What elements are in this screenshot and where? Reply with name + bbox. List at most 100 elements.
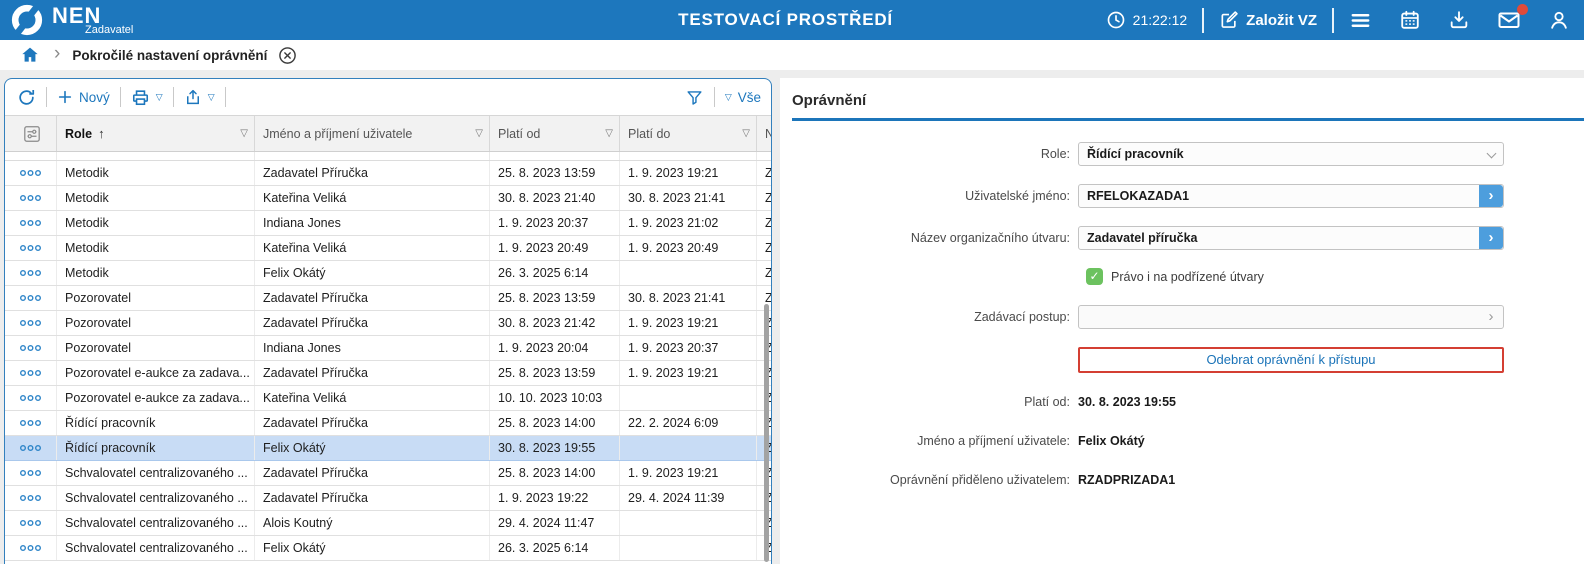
cell-name: Kateřina Veliká [255,386,490,410]
top-header-bar: NEN Zadavatel TESTOVACÍ PROSTŘEDÍ 21:22:… [0,0,1584,40]
cell-name: Kateřina Veliká [255,236,490,260]
export-button[interactable]: ▽ [184,88,215,106]
row-menu-icon[interactable] [5,511,57,535]
filter-button[interactable] [685,88,704,107]
row-menu-icon[interactable] [5,361,57,385]
cell-name: Alois Koutný [255,511,490,535]
table-row[interactable]: Pozorovatel Zadavatel Příručka 25. 8. 20… [5,286,771,311]
cell-role: Pozorovatel [57,286,255,310]
print-caret-icon[interactable]: ▽ [155,91,163,102]
cell-partial: Z [757,211,771,235]
sort-asc-icon: ↑ [98,126,105,141]
row-menu-icon[interactable] [5,386,57,410]
refresh-button[interactable] [17,88,36,107]
create-vz-button[interactable]: Založit VZ [1219,10,1317,30]
row-menu-icon[interactable] [5,261,57,285]
row-menu-icon[interactable] [5,411,57,435]
cell-valid-from: 25. 8. 2023 14:00 [490,461,620,485]
export-icon [186,89,199,105]
new-button-label: Nový [79,89,110,105]
filter-preset-dropdown[interactable]: ▽ Vše [725,90,761,105]
create-vz-label: Založit VZ [1246,11,1317,29]
cell-valid-from: 1. 9. 2023 19:22 [490,486,620,510]
cell-role: Pozorovatel [57,336,255,360]
table-row[interactable]: Metodik Kateřina Veliká 30. 8. 2023 21:4… [5,186,771,211]
row-menu-icon[interactable] [5,236,57,260]
row-menu-icon[interactable] [5,461,57,485]
username-lookup-button[interactable]: › [1479,185,1503,207]
org-unit-field[interactable]: Zadavatel příručka › [1078,226,1504,250]
table-row[interactable]: Schvalovatel centralizovaného ... Zadava… [5,461,771,486]
filter-triangle-icon[interactable]: ▽ [240,128,248,139]
table-row[interactable]: Metodik Indiana Jones 1. 9. 2023 20:37 1… [5,211,771,236]
column-header-valid-from[interactable]: Platí od ▽ [490,116,620,151]
permissions-grid-panel: Nový ▽ ▽ [4,78,772,564]
remove-permission-button[interactable]: Odebrat oprávnění k přístupu [1078,347,1504,373]
role-dropdown[interactable]: Řídící pracovník [1078,142,1504,166]
username-field[interactable]: RFELOKAZADA1 › [1078,184,1504,208]
row-menu-icon[interactable] [5,536,57,560]
cell-name: Zadavatel Příručka [255,311,490,335]
column-header-role[interactable]: Role ↑ ▽ [57,116,255,151]
column-header-label: Role [65,126,93,141]
subordinate-units-checkbox[interactable]: ✓ [1086,268,1103,285]
row-menu-icon[interactable] [5,436,57,460]
menu-icon[interactable] [1349,9,1372,32]
cell-role: Schvalovatel centralizovaného ... [57,536,255,560]
cell-role: Pozorovatel [57,311,255,335]
row-menu-icon[interactable] [5,286,57,310]
table-row[interactable]: Pozorovatel e-aukce za zadava... Zadavat… [5,361,771,386]
brand-name: NEN [52,2,102,28]
new-button[interactable]: Nový [57,89,110,105]
mail-button[interactable] [1497,4,1528,31]
cell-role: Metodik [57,161,255,185]
org-unit-lookup-button[interactable]: › [1479,227,1503,249]
row-menu-icon[interactable] [5,311,57,335]
export-caret-icon[interactable]: ▽ [207,91,215,102]
download-icon[interactable] [1448,9,1470,31]
row-menu-icon[interactable] [5,186,57,210]
procedure-field[interactable]: › [1078,305,1504,329]
close-tab-button[interactable] [278,46,297,65]
vertical-scrollbar[interactable] [764,304,769,562]
column-header-label: Platí do [628,126,671,141]
cell-valid-to: 30. 8. 2023 21:41 [620,186,757,210]
print-button[interactable]: ▽ [131,88,163,107]
table-row[interactable]: Metodik Kateřina Veliká 1. 9. 2023 20:49… [5,236,771,261]
column-settings-button[interactable] [5,116,57,151]
table-row[interactable]: Pozorovatel Zadavatel Příručka 30. 8. 20… [5,311,771,336]
filter-triangle-icon[interactable]: ▽ [605,128,613,139]
divider [172,87,174,107]
table-row[interactable]: Pozorovatel Indiana Jones 1. 9. 2023 20:… [5,336,771,361]
table-row[interactable]: Schvalovatel centralizovaného ... Felix … [5,536,771,561]
home-icon[interactable] [20,45,40,65]
filter-triangle-icon[interactable]: ▽ [475,128,483,139]
column-header-name[interactable]: Jméno a příjmení uživatele ▽ [255,116,490,151]
role-value: Řídící pracovník [1078,142,1504,166]
nen-logo[interactable]: NEN Zadavatel [0,3,133,37]
table-row[interactable]: Schvalovatel centralizovaného ... Zadava… [5,486,771,511]
table-row-selected[interactable]: Řídící pracovník Felix Okátý 30. 8. 2023… [5,436,771,461]
table-row[interactable]: Metodik Felix Okátý 26. 3. 2025 6:14 Z [5,261,771,286]
table-row[interactable]: Schvalovatel centralizovaného ... Alois … [5,511,771,536]
procedure-lookup-button[interactable]: › [1488,308,1494,325]
divider [713,87,715,107]
cell-name: Zadavatel Příručka [255,361,490,385]
row-menu-icon[interactable] [5,211,57,235]
table-row[interactable]: Řídící pracovník Zadavatel Příručka 25. … [5,411,771,436]
table-row[interactable]: Metodik Zadavatel Příručka 25. 8. 2023 1… [5,161,771,186]
column-header-valid-to[interactable]: Platí do ▽ [620,116,757,151]
row-menu-icon[interactable] [5,486,57,510]
cell-role: Pozorovatel e-aukce za zadava... [57,386,255,410]
role-label: Role: [1040,147,1070,161]
calendar-icon[interactable] [1399,9,1421,31]
cell-valid-from: 30. 8. 2023 21:40 [490,186,620,210]
cell-valid-from: 26. 3. 2025 6:14 [490,536,620,560]
table-row[interactable]: Pozorovatel e-aukce za zadava... Kateřin… [5,386,771,411]
cell-valid-to: 1. 9. 2023 19:21 [620,461,757,485]
row-menu-icon[interactable] [5,161,57,185]
filter-triangle-icon[interactable]: ▽ [742,128,750,139]
user-fullname-value: Felix Okátý [1078,434,1145,448]
row-menu-icon[interactable] [5,336,57,360]
user-icon[interactable] [1548,9,1570,31]
